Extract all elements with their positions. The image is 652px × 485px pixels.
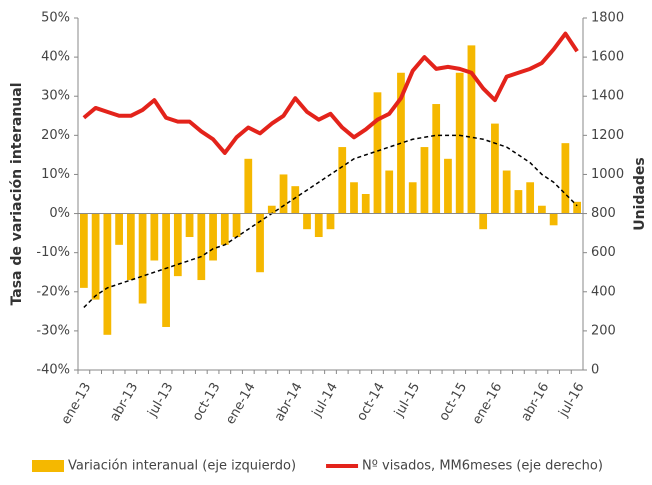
bar — [115, 213, 123, 245]
bar — [573, 201, 582, 214]
bar — [209, 213, 217, 261]
line — [82, 31, 579, 155]
y-tick-label: -40% — [36, 363, 70, 378]
bar — [326, 213, 335, 230]
x-tick-label: ene-13 — [59, 380, 95, 427]
y2-tick-label: 600 — [591, 245, 616, 260]
x-tick-label: jul-16 — [556, 380, 588, 420]
x-tick-label: ene-14 — [223, 380, 259, 427]
bar — [220, 213, 229, 245]
bar — [103, 213, 112, 335]
y-tick-label: 20% — [41, 128, 70, 143]
legend-label: Nº visados, MM6meses (eje derecho) — [362, 459, 603, 474]
bar — [126, 213, 135, 281]
bar — [561, 143, 570, 214]
bar — [420, 147, 429, 214]
bar — [138, 213, 147, 304]
x-tick-label: abr-13 — [107, 380, 141, 424]
bar — [479, 213, 488, 230]
x-tick-label: abr-14 — [272, 380, 306, 424]
x-tick-label: oct-15 — [436, 380, 470, 423]
y2-tick-label: 1200 — [591, 128, 624, 143]
bar — [444, 158, 452, 214]
bar — [267, 205, 276, 214]
y2-tick-label: 1800 — [591, 11, 624, 26]
bar — [350, 182, 358, 214]
bar — [361, 194, 370, 214]
y-tick-label: 30% — [41, 89, 70, 104]
bar — [303, 213, 311, 230]
bar — [256, 213, 264, 273]
y2-tick-label: 1000 — [591, 167, 624, 182]
y2-tick-label: 1600 — [591, 50, 624, 65]
x-tick-label: oct-13 — [190, 380, 224, 423]
bar — [549, 213, 558, 226]
y-tick-label: 10% — [41, 167, 70, 182]
bar — [185, 213, 194, 238]
bar — [502, 170, 511, 214]
bar — [91, 213, 100, 300]
y-axis-title: Tasa de variación interanual — [9, 82, 25, 305]
bar — [291, 186, 300, 214]
bar — [279, 174, 288, 214]
bar — [162, 213, 170, 327]
y2-tick-label: 0 — [591, 363, 599, 378]
bar — [79, 213, 88, 288]
y-tick-label: 0% — [49, 206, 70, 221]
x-tick-label: jul-15 — [391, 380, 423, 420]
y-tick-label: 50% — [41, 11, 70, 26]
bar — [467, 45, 476, 214]
bar — [232, 213, 241, 238]
bar — [514, 190, 523, 214]
y-tick-label: -20% — [36, 284, 70, 299]
bar — [526, 182, 535, 214]
y2-tick-label: 1400 — [591, 89, 624, 104]
legend-swatch — [32, 460, 64, 472]
legend-label: Variación interanual (eje izquierdo) — [68, 459, 296, 474]
y-tick-label: 40% — [41, 50, 70, 65]
y2-tick-label: 400 — [591, 284, 616, 299]
bar — [197, 213, 206, 281]
x-tick-label: ene-16 — [470, 380, 506, 427]
x-tick-label: jul-13 — [145, 380, 177, 420]
x-tick-label: oct-14 — [354, 380, 388, 423]
bar — [432, 104, 441, 214]
bar — [385, 170, 394, 214]
bar — [408, 182, 417, 214]
bar — [538, 205, 546, 214]
bar — [244, 158, 253, 214]
trend-line — [83, 134, 578, 308]
bar — [338, 147, 347, 214]
bar — [455, 72, 464, 214]
bar — [150, 213, 159, 261]
bar — [491, 123, 499, 214]
y2-tick-label: 200 — [591, 323, 616, 338]
x-tick-label: abr-16 — [518, 380, 552, 424]
bar — [314, 213, 323, 238]
bar — [173, 213, 182, 277]
y2-axis-title: Unidades — [632, 157, 648, 230]
x-tick-label: jul-14 — [309, 380, 341, 420]
y-tick-label: -10% — [36, 245, 70, 260]
bar — [373, 92, 382, 214]
y-tick-label: -30% — [36, 323, 70, 338]
y2-tick-label: 800 — [591, 206, 616, 221]
